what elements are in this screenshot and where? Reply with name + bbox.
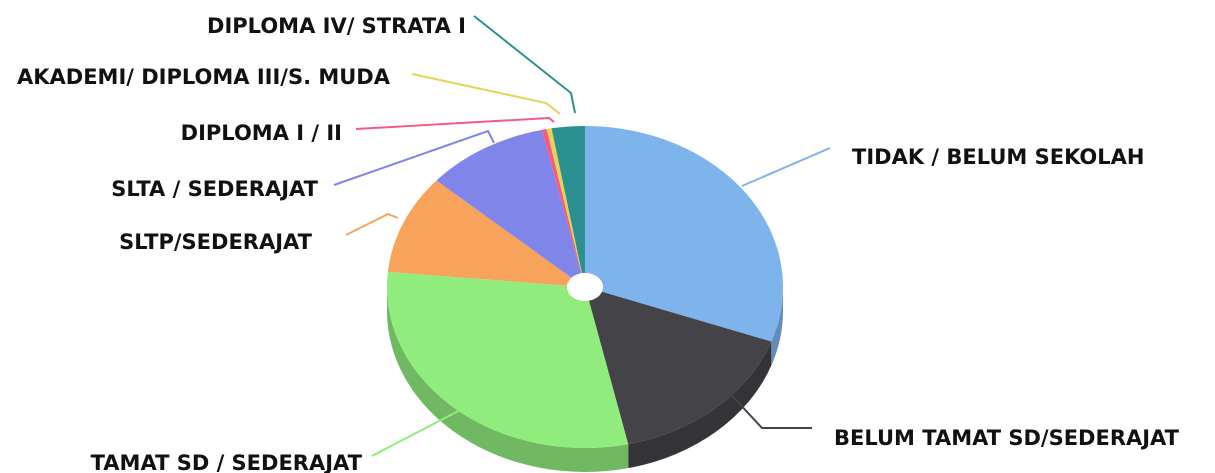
label-diploma-iv-strata-i: DIPLOMA IV/ STRATA I bbox=[207, 14, 466, 38]
connector-diploma-iv-strata-i bbox=[473, 15, 576, 114]
label-connectors bbox=[333, 15, 831, 457]
pie-side-walls bbox=[387, 287, 783, 473]
slice-tamat-sd-sederajat[interactable] bbox=[386, 271, 629, 448]
label-sltp-sederajat: SLTP/SEDERAJAT bbox=[119, 230, 313, 254]
connector-belum-tamat-sd-sederajat bbox=[723, 386, 812, 429]
donut-hole bbox=[567, 273, 603, 301]
connector-akademi-diploma-iii-s-muda bbox=[411, 73, 561, 115]
label-belum-tamat-sd-sederajat: BELUM TAMAT SD/SEDERAJAT bbox=[834, 426, 1180, 450]
slice-slta-sederajat[interactable] bbox=[436, 129, 582, 278]
slice-sltp-sederajat[interactable] bbox=[387, 180, 572, 286]
connector-tidak-belum-sekolah bbox=[741, 147, 831, 187]
pie-slices bbox=[386, 126, 783, 448]
slice-side-tidak-belum-sekolah bbox=[771, 287, 783, 366]
label-tamat-sd-sederajat: TAMAT SD / SEDERAJAT bbox=[91, 451, 363, 473]
connector-sltp-sederajat bbox=[345, 212, 399, 236]
slice-side-belum-tamat-sd-sederajat bbox=[628, 341, 772, 469]
slice-diploma-i-ii[interactable] bbox=[541, 129, 582, 274]
slice-belum-tamat-sd-sederajat[interactable] bbox=[588, 291, 772, 445]
connector-tamat-sd-sederajat bbox=[371, 406, 467, 457]
slice-labels: TIDAK / BELUM SEKOLAH BELUM TAMAT SD/SEDE… bbox=[17, 14, 1180, 473]
slice-tidak-belum-sekolah[interactable] bbox=[585, 126, 783, 342]
connector-diploma-i-ii bbox=[355, 116, 555, 130]
label-diploma-i-ii: DIPLOMA I / II bbox=[181, 121, 342, 145]
slice-side-tamat-sd-sederajat bbox=[387, 287, 629, 473]
connector-slta-sederajat bbox=[333, 129, 495, 186]
label-tidak-belum-sekolah: TIDAK / BELUM SEKOLAH bbox=[852, 145, 1145, 169]
label-slta-sederajat: SLTA / SEDERAJAT bbox=[111, 177, 318, 201]
label-akademi-diploma-iii-s-muda: AKADEMI/ DIPLOMA III/S. MUDA bbox=[17, 65, 391, 89]
slice-diploma-iv-strata-i[interactable] bbox=[551, 126, 585, 274]
slice-akademi-diploma-iii-s-muda[interactable] bbox=[546, 128, 582, 274]
